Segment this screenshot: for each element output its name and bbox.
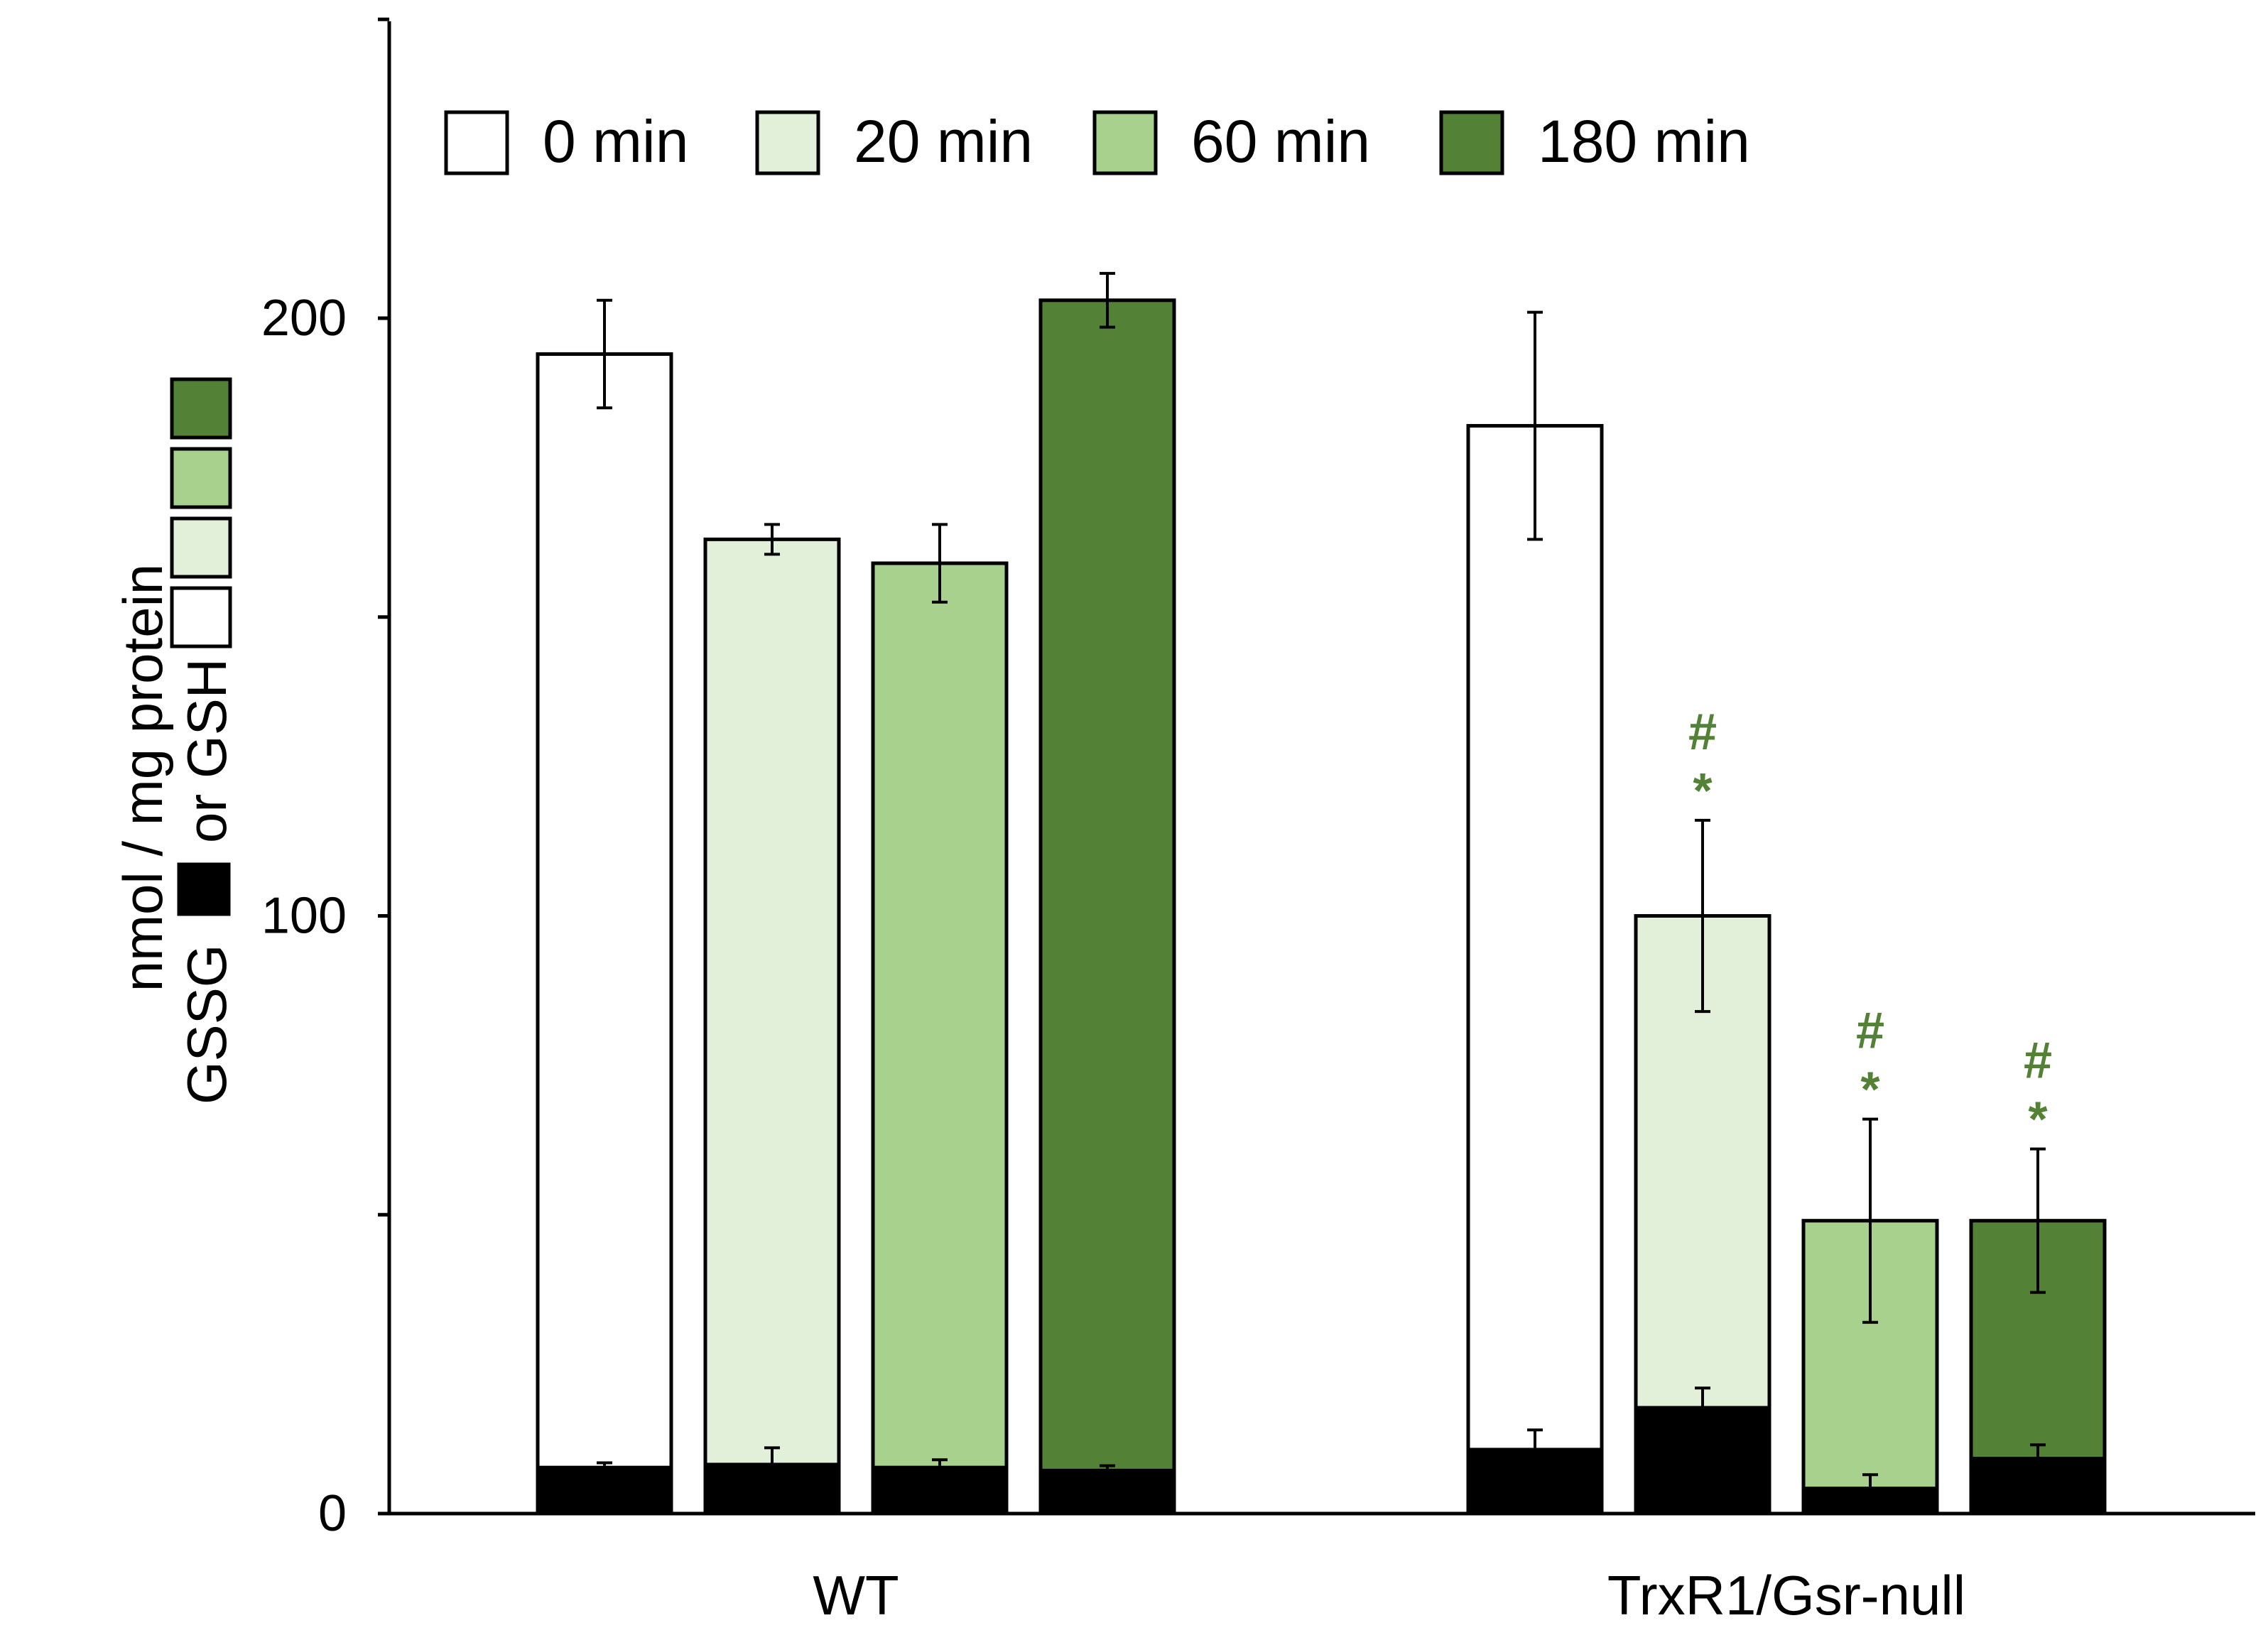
legend-swatch xyxy=(755,110,820,175)
y-axis-title-line1: nmol / mg protein xyxy=(112,564,174,992)
gssg-bar xyxy=(1971,1457,2105,1514)
gssg-bar xyxy=(1468,1448,1602,1514)
legend-swatch xyxy=(1092,110,1158,175)
legend-item: 180 min xyxy=(1439,108,1750,175)
ylabel-gsh-swatch xyxy=(170,447,232,509)
legend-swatch xyxy=(1439,110,1504,175)
error-bars-group xyxy=(597,271,2046,1487)
significance-hash: # xyxy=(2024,1033,2052,1090)
significance-hash: # xyxy=(1856,1003,1884,1060)
gssg-bar xyxy=(705,1462,839,1514)
significance-star: * xyxy=(1693,763,1713,818)
ylabel-gssg-swatch xyxy=(177,862,231,916)
gsh-bar xyxy=(1466,423,1604,1516)
significance-star: * xyxy=(2028,1092,2048,1147)
y-tick-label: 200 xyxy=(261,290,347,347)
legend-swatch xyxy=(444,110,509,175)
legend: 0 min 20 min 60 min 180 min xyxy=(444,108,1750,175)
ylabel-gsh-swatch xyxy=(170,586,232,648)
x-category-label: WT xyxy=(813,1564,899,1627)
significance-star: * xyxy=(1860,1062,1880,1117)
gssg-bar xyxy=(538,1465,671,1514)
gsh-bar xyxy=(536,352,673,1516)
ylabel-gsh: or GSH xyxy=(175,658,238,843)
legend-label: 180 min xyxy=(1538,108,1750,175)
gssg-bar xyxy=(873,1465,1007,1514)
legend-label: 60 min xyxy=(1191,108,1370,175)
y-tick-label: 0 xyxy=(318,1485,347,1542)
gsh-bar xyxy=(871,561,1009,1516)
gssg-bar xyxy=(1041,1468,1174,1514)
legend-item: 20 min xyxy=(755,108,1033,175)
gssg-bar xyxy=(1803,1487,1937,1514)
significance-hash: # xyxy=(1688,704,1717,761)
ylabel-gssg: GSSG xyxy=(175,945,238,1104)
gsh-bar xyxy=(703,537,841,1516)
legend-item: 60 min xyxy=(1092,108,1370,175)
gssg-bar xyxy=(1636,1406,1769,1514)
legend-label: 0 min xyxy=(543,108,688,175)
gsh-bar xyxy=(1038,298,1176,1516)
ylabel-gsh-swatch xyxy=(170,516,232,579)
legend-label: 20 min xyxy=(854,108,1033,175)
ylabel-gsh-swatch xyxy=(170,377,232,440)
annotations-group: #*#* #* xyxy=(1688,704,2052,1147)
gssg-bars-group xyxy=(538,1406,2105,1514)
y-tick-label: 100 xyxy=(261,888,347,945)
x-category-label: TrxR1/Gsr-null xyxy=(1607,1564,1965,1627)
legend-item: 0 min xyxy=(444,108,688,175)
y-axis-title-line2: GSSG or GSH xyxy=(170,377,238,1104)
bars-group xyxy=(536,298,2107,1516)
